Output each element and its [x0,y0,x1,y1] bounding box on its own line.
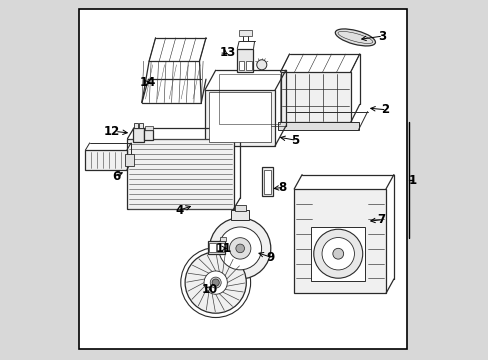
Bar [310,227,365,281]
Bar [218,74,280,124]
Bar [239,30,251,36]
Text: 12: 12 [104,125,120,138]
Bar [294,189,385,293]
Circle shape [332,248,343,259]
Circle shape [235,244,244,253]
Circle shape [203,271,227,294]
Circle shape [322,238,354,270]
Bar [139,123,142,128]
Bar [145,126,152,130]
Bar [144,130,153,140]
Bar [220,237,225,241]
Circle shape [259,104,267,112]
Text: 3: 3 [377,30,385,42]
Text: 9: 9 [265,251,274,264]
Bar [207,241,224,254]
Bar [237,49,253,72]
Text: 11: 11 [215,242,231,255]
Circle shape [209,218,270,279]
Bar [217,243,223,252]
Circle shape [256,60,266,70]
Text: 1: 1 [407,174,416,186]
Text: 10: 10 [201,283,217,296]
Text: 7: 7 [377,213,385,226]
Bar [209,92,270,142]
Bar [127,139,233,209]
Bar [234,205,245,211]
Bar [134,123,138,128]
Bar [277,122,358,130]
Bar [264,170,270,194]
Bar [239,61,244,70]
Circle shape [210,277,221,288]
Bar [209,243,215,252]
Bar [246,61,251,70]
Text: 6: 6 [112,170,120,183]
Bar [204,90,275,146]
Text: 2: 2 [381,103,388,116]
Circle shape [229,238,250,259]
Bar [125,154,134,166]
Bar [85,150,126,170]
Ellipse shape [335,29,375,46]
Bar [261,167,273,196]
Circle shape [212,279,219,286]
Text: 14: 14 [140,76,156,89]
Circle shape [313,229,362,278]
Circle shape [218,227,261,270]
Circle shape [185,252,246,313]
Text: 4: 4 [175,204,183,217]
Bar [231,210,249,220]
Text: 13: 13 [219,46,235,59]
Text: 5: 5 [291,134,299,147]
Text: 8: 8 [278,181,286,194]
Bar [133,128,143,142]
Bar [280,72,350,122]
